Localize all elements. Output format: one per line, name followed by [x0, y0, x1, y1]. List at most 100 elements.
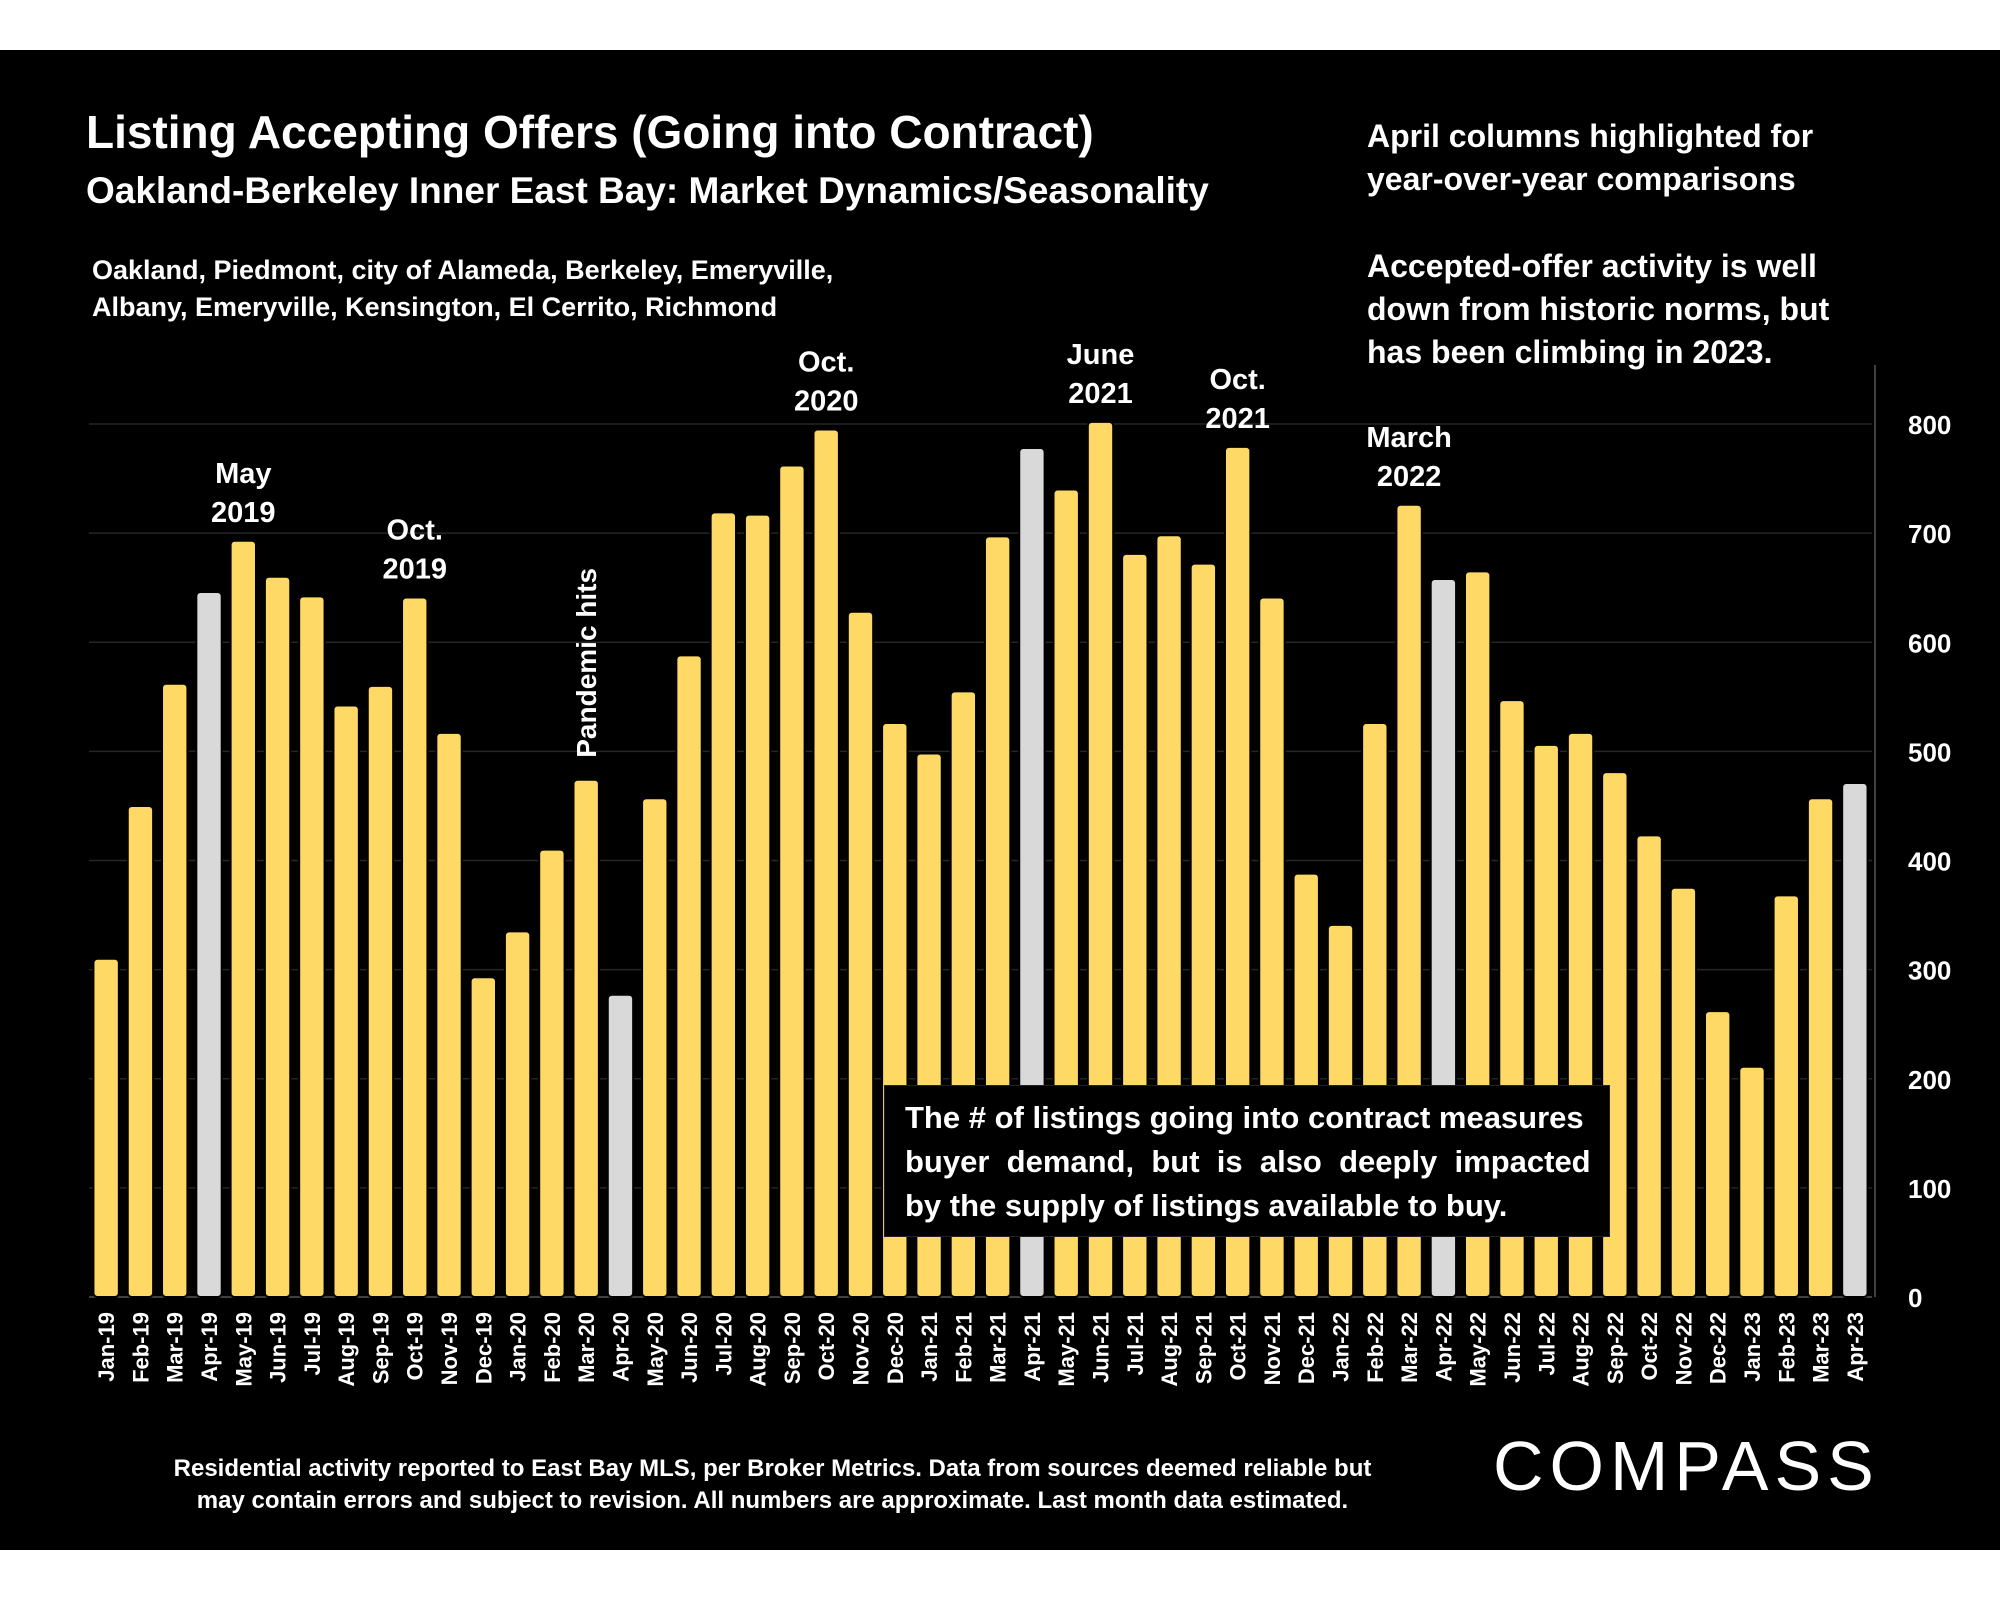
x-tick-label: Nov-21	[1260, 1312, 1285, 1385]
compass-logo-text: COMPASS	[1493, 1428, 1880, 1502]
x-tick-label: Feb-22	[1363, 1312, 1388, 1383]
x-tick-label: Apr-22	[1431, 1312, 1456, 1382]
bar-jan-20	[503, 930, 532, 1299]
x-tick-label: Jan-23	[1740, 1312, 1765, 1382]
compass-logo: COMPASS	[1493, 1428, 1880, 1502]
x-tick-label: Aug-19	[334, 1312, 359, 1387]
x-tick-label: Aug-22	[1569, 1312, 1594, 1387]
x-tick-labels: Jan-19 Feb-19 Mar-19 Apr-19 May-19 Jun-19 Jul-…	[94, 1312, 1868, 1387]
x-tick-label: Jul-19	[300, 1312, 325, 1376]
x-tick-label: Dec-21	[1294, 1312, 1319, 1384]
x-tick-label: Feb-19	[128, 1312, 153, 1383]
x-tick-label: Apr-23	[1843, 1312, 1868, 1382]
y-tick-label: 0	[1908, 1283, 1922, 1313]
x-tick-label: Jul-20	[711, 1312, 736, 1376]
y-tick-label: 400	[1908, 847, 1951, 877]
trend-note-line-1: Accepted-offer activity is well	[1367, 248, 1817, 284]
y-tick-label: 600	[1908, 628, 1951, 658]
bar-sep-19	[366, 684, 395, 1298]
bar-apr-23	[1841, 782, 1869, 1298]
y-tick-label: 300	[1908, 956, 1951, 986]
bar-oct-20	[812, 428, 840, 1298]
y-tick-label: 100	[1908, 1174, 1951, 1204]
x-tick-label: Jan-19	[94, 1312, 119, 1382]
callout-line-2: buyer demand, but is also deeply impacte…	[905, 1144, 1591, 1179]
x-tick-label: Feb-20	[540, 1312, 565, 1383]
x-tick-label: Dec-22	[1706, 1312, 1731, 1384]
x-tick-label: Mar-19	[163, 1312, 188, 1383]
bar-apr-20	[606, 993, 635, 1298]
annotation-label: June	[1067, 339, 1135, 371]
x-tick-label: Apr-20	[608, 1312, 633, 1382]
bar-mar-23	[1806, 797, 1835, 1299]
x-tick-label: Feb-23	[1774, 1312, 1799, 1383]
y-tick-label: 800	[1908, 410, 1951, 440]
annotation-label: Oct.	[1209, 364, 1265, 396]
bar-may-19	[229, 539, 257, 1298]
x-tick-label: Aug-21	[1157, 1312, 1182, 1387]
chart-title: Listing Accepting Offers (Going into Con…	[86, 106, 1094, 158]
x-tick-label: Oct-22	[1637, 1312, 1662, 1380]
x-tick-label: Jan-21	[917, 1312, 942, 1382]
x-tick-label: Feb-21	[951, 1312, 976, 1383]
x-tick-label: Mar-20	[574, 1312, 599, 1383]
x-tick-label: May-20	[643, 1312, 668, 1387]
bar-mar-20	[572, 778, 600, 1298]
x-tick-label: Nov-19	[437, 1312, 462, 1385]
annotation-label: 2022	[1377, 461, 1442, 493]
y-tick-label: 200	[1908, 1065, 1951, 1095]
bar-nov-19	[435, 731, 463, 1298]
annotation-label: 2019	[211, 497, 276, 529]
bar-may-20	[641, 797, 669, 1299]
bar-aug-20	[743, 513, 772, 1298]
x-tick-label: Apr-19	[197, 1312, 222, 1382]
x-tick-label: May-21	[1054, 1312, 1079, 1387]
x-tick-label: Mar-21	[986, 1312, 1011, 1383]
bar-jul-20	[709, 511, 738, 1298]
callout-line-1: The # of listings going into contract me…	[905, 1100, 1584, 1135]
bar-jul-19	[298, 595, 326, 1298]
x-tick-label: Oct-20	[814, 1312, 839, 1380]
bar-nov-20	[846, 610, 875, 1298]
x-tick-label: May-19	[231, 1312, 256, 1387]
annotation-label: 2019	[382, 554, 447, 586]
annotation-label: 2021	[1068, 378, 1133, 410]
x-tick-label: Nov-20	[848, 1312, 873, 1385]
bar-feb-20	[538, 848, 566, 1299]
callout-line-3: by the supply of listings available to b…	[905, 1188, 1508, 1223]
x-tick-label: Apr-21	[1020, 1312, 1045, 1382]
bar-dec-19	[469, 976, 498, 1298]
bar-oct-21	[1223, 445, 1252, 1298]
x-tick-label: Nov-22	[1671, 1312, 1696, 1385]
x-tick-label: Jan-20	[506, 1312, 531, 1382]
annotation-label: 2021	[1205, 403, 1270, 435]
areas-line-2: Albany, Emeryville, Kensington, El Cerri…	[92, 292, 778, 322]
x-tick-label: Mar-23	[1809, 1312, 1834, 1383]
x-tick-label: Sep-21	[1191, 1312, 1216, 1384]
annotations: May 2019 Oct. 2019 Pandemic hits Oct. 2020 June…	[211, 339, 1452, 758]
annotation-pandemic: Pandemic hits	[571, 568, 602, 758]
annotation-label: March	[1366, 422, 1451, 454]
x-tick-label: Sep-20	[780, 1312, 805, 1384]
x-tick-label: Jul-21	[1123, 1312, 1148, 1376]
x-tick-label: Jun-22	[1500, 1312, 1525, 1383]
bar-nov-22	[1669, 886, 1698, 1298]
x-tick-label: May-22	[1466, 1312, 1491, 1387]
april-note-line-1: April columns highlighted for	[1367, 118, 1814, 154]
x-tick-label: Aug-20	[746, 1312, 771, 1387]
footer-line-1: Residential activity reported to East Ba…	[173, 1455, 1372, 1482]
bar-mar-19	[161, 682, 189, 1298]
bar-aug-19	[332, 704, 360, 1298]
bar-dec-22	[1704, 1010, 1732, 1299]
trend-note-line-3: has been climbing in 2023.	[1367, 334, 1773, 370]
bar-jun-20	[675, 654, 703, 1298]
y-tick-label: 700	[1908, 519, 1951, 549]
x-tick-label: Jun-20	[677, 1312, 702, 1383]
bar-jun-19	[263, 575, 292, 1298]
bar-oct-19	[401, 596, 429, 1298]
x-tick-label: Jan-22	[1329, 1312, 1354, 1382]
x-tick-label: Jun-21	[1089, 1312, 1114, 1383]
x-tick-label: Jun-19	[266, 1312, 291, 1383]
bar-jan-23	[1738, 1065, 1766, 1298]
